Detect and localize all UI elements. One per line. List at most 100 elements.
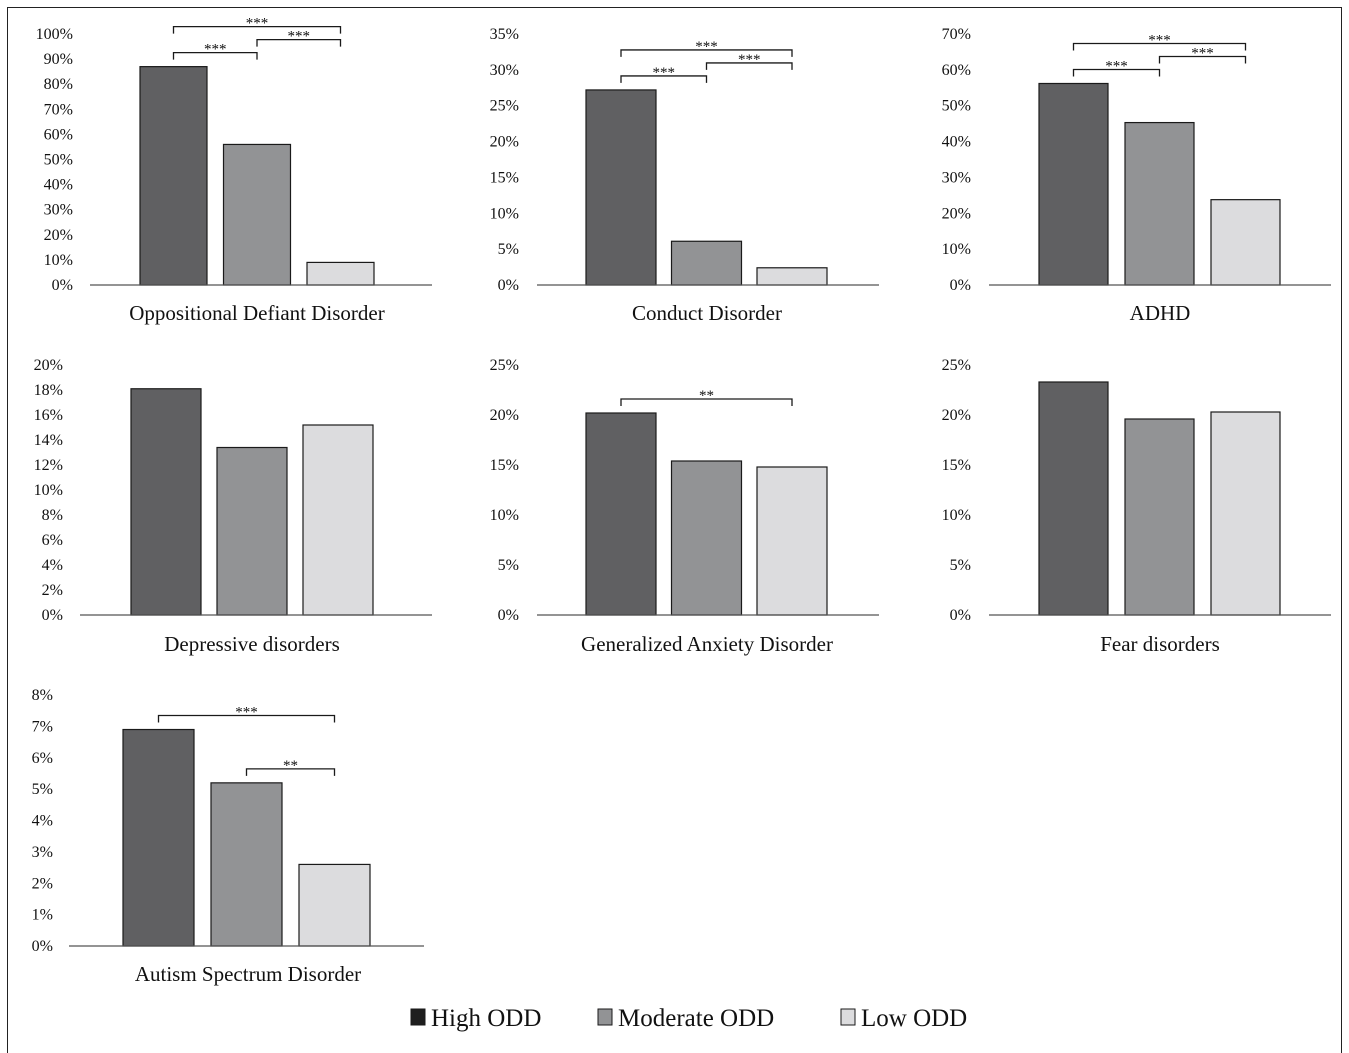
y-tick-label: 100% [36,26,73,43]
chart-title: Depressive disorders [164,632,340,656]
y-tick-label: 10% [34,482,63,499]
y-tick-label: 15% [490,457,519,474]
bar-low-odd [302,424,374,616]
y-tick-label: 12% [34,457,63,474]
bar-low-odd [1210,411,1281,616]
chart-title: Generalized Anxiety Disorder [581,632,833,656]
bar-high-odd [139,66,208,286]
legend-swatch [840,1008,856,1026]
bar-low-odd [756,466,828,616]
y-tick-label: 0% [950,277,971,294]
y-tick-label: 25% [490,98,519,115]
y-tick-label: 70% [44,101,73,118]
y-tick-label: 25% [942,357,971,374]
chart-6: 0%1%2%3%4%5%6%7%8%*****Autism Spectrum D… [32,687,424,986]
y-tick-label: 6% [32,750,53,767]
significance-label: *** [695,39,718,55]
y-tick-label: 60% [942,62,971,79]
y-tick-label: 8% [42,507,63,524]
chart-4: 0% 5% 10% 15% 20% 25% ** Generalized Anxiety Di… [490,357,879,656]
significance-bracket [705,62,793,70]
bar-moderate-odd [210,782,283,947]
legend-item-low-odd: Low ODD [840,1005,967,1032]
y-tick-label: 80% [44,76,73,93]
significance-label: *** [1191,45,1214,61]
significance-bracket [620,49,793,57]
y-tick-label: 15% [942,457,971,474]
chart-2: 0% 10% 20% 30% 40% 50% 60% 70% *** *** *** ADHD [942,26,1331,325]
y-tick-label: 8% [32,687,53,704]
bar-moderate-odd [1124,418,1195,616]
bar-low-odd [298,863,371,947]
y-tick-label: 2% [42,582,63,599]
significance-bracket [172,25,342,34]
chart-title: Oppositional Defiant Disorder [129,301,384,325]
y-tick-label: 0% [32,938,53,955]
y-tick-label: 0% [498,277,519,294]
y-tick-label: 20% [490,407,519,424]
y-tick-label: 50% [942,98,971,115]
y-tick-label: 20% [942,407,971,424]
charts-group: 0%10%20%30%40%50%60%70%80%90%100%*******… [32,16,1331,986]
y-tick-label: 18% [34,382,63,399]
y-tick-label: 5% [32,781,53,798]
significance-label: *** [246,16,269,32]
chart-0: 0% 10% 20% 30% 40% 50% 60% 70% 80% 90% 100% *** *** *… [36,16,432,325]
y-tick-label: 30% [942,169,971,186]
bar-moderate-odd [1124,121,1195,286]
y-tick-label: 3% [32,844,53,861]
bar-moderate-odd [670,460,743,616]
y-tick-label: 30% [490,62,519,79]
significance-bracket [256,38,342,47]
significance-bracket [1072,68,1161,77]
figure-frame [7,7,1342,1053]
y-tick-label: 60% [44,126,73,143]
y-tick-label: 10% [44,252,73,269]
y-tick-label: 20% [34,357,63,374]
legend-item-high-odd: High ODD [410,1005,541,1032]
y-tick-label: 10% [942,241,971,258]
significance-label: ** [699,388,714,404]
bar-low-odd [756,267,828,286]
significance-bracket [1072,42,1247,51]
y-tick-label: 0% [950,607,971,624]
y-tick-label: 30% [44,202,73,219]
chart-title: Conduct Disorder [632,301,782,325]
y-tick-label: 7% [32,718,53,735]
bar-high-odd [1038,381,1109,616]
significance-bracket [245,768,336,776]
y-tick-label: 5% [950,557,971,574]
y-tick-label: 35% [490,26,519,43]
y-tick-label: 16% [34,407,63,424]
y-tick-label: 20% [44,227,73,244]
y-tick-label: 25% [490,357,519,374]
y-tick-label: 0% [42,607,63,624]
y-tick-label: 20% [942,205,971,222]
significance-label: *** [235,705,258,721]
legend-swatch [410,1008,426,1026]
significance-bracket [157,714,336,723]
y-tick-label: 1% [32,907,53,924]
legend: High ODD Moderate ODD Low ODD [410,1005,967,1032]
bar-low-odd [1210,199,1281,286]
y-tick-label: 50% [44,152,73,169]
significance-bracket [620,398,793,406]
y-tick-label: 40% [44,177,73,194]
legend-label: High ODD [431,1005,541,1032]
significance-label: *** [204,42,227,58]
y-tick-label: 20% [490,134,519,151]
legend-label: Moderate ODD [618,1005,774,1032]
y-tick-label: 4% [42,557,63,574]
y-tick-label: 15% [490,169,519,186]
y-tick-label: 14% [34,432,63,449]
legend-label: Low ODD [861,1005,967,1032]
y-tick-label: 0% [52,277,73,294]
bar-moderate-odd [216,446,288,616]
significance-bracket [1158,55,1247,64]
chart-title: ADHD [1130,301,1191,325]
y-tick-label: 5% [498,557,519,574]
bar-moderate-odd [222,143,292,286]
y-tick-label: 40% [942,134,971,151]
chart-3: 0% 2% 4% 6% 8% 10% 12% 14% 16% 18% 20% Depressive d… [34,357,432,656]
